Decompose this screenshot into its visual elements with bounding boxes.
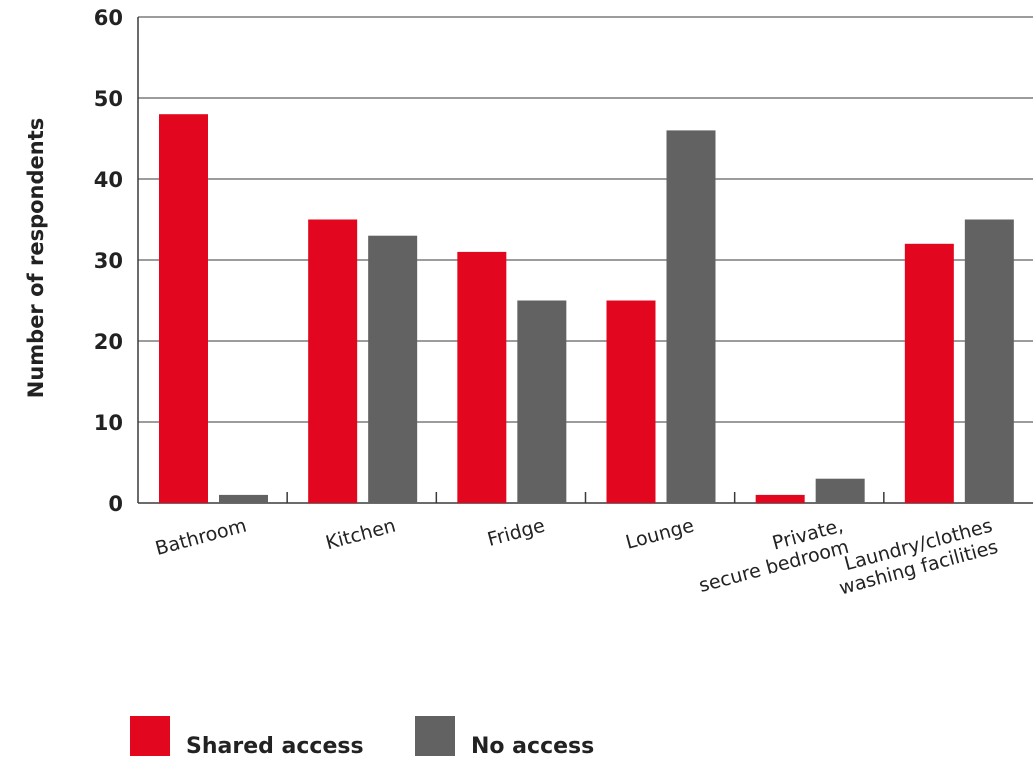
bar-shared-access-3 (606, 300, 656, 503)
x-category-label-2: Fridge (485, 515, 547, 551)
bar-no-access-0 (219, 494, 268, 503)
x-category-label-line: Kitchen (323, 515, 398, 555)
bar-no-access-3 (666, 130, 716, 503)
bar-shared-access-5 (904, 243, 954, 504)
x-category-label-1: Kitchen (323, 515, 398, 555)
y-tick-label-40: 40 (94, 168, 123, 192)
bar-shared-access-1 (308, 219, 358, 503)
x-category-label-4: Private,secure bedroom (691, 515, 851, 597)
x-category-label-line: Lounge (623, 515, 696, 554)
legend-label-no-access: No access (471, 733, 595, 759)
x-category-label-5: Laundry/clotheswashing facilities (831, 515, 1000, 600)
bar-no-access-4 (815, 478, 865, 503)
legend-swatch-shared-access (130, 716, 170, 756)
bar-shared-access-0 (159, 114, 208, 503)
x-category-label-0: Bathroom (153, 515, 249, 560)
y-tick-label-30: 30 (94, 249, 123, 273)
x-category-label-line: Bathroom (153, 515, 249, 560)
bar-shared-access-2 (457, 251, 507, 503)
y-tick-label-60: 60 (94, 6, 123, 30)
x-category-label-line: Fridge (485, 515, 547, 551)
bar-no-access-2 (517, 300, 567, 503)
x-category-label-3: Lounge (623, 515, 696, 554)
bar-no-access-1 (368, 235, 418, 503)
chart: 0 10 20 30 40 50 60 Number of respondents Bathro… (24, 6, 1033, 600)
y-tick-label-20: 20 (94, 330, 123, 354)
bar-no-access-5 (964, 219, 1014, 503)
legend-label-shared-access: Shared access (186, 733, 364, 759)
y-tick-label-50: 50 (94, 87, 123, 111)
y-tick-label-10: 10 (94, 411, 123, 435)
y-tick-label-0: 0 (108, 492, 123, 516)
legend-swatch-no-access (415, 716, 455, 756)
bar-shared-access-4 (755, 494, 805, 503)
legend-item-no-access: No access (415, 716, 595, 759)
legend-item-shared-access: Shared access (130, 716, 364, 759)
y-axis-title: Number of respondents (24, 118, 48, 399)
